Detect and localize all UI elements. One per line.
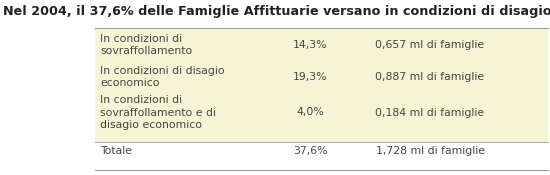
Text: 14,3%: 14,3% — [293, 40, 327, 50]
Text: In condizioni di
sovraffollamento: In condizioni di sovraffollamento — [101, 34, 192, 56]
Bar — [95, 142, 548, 170]
Text: Nel 2004, il 37,6% delle Famiglie Affittuarie versano in condizioni di disagio e: Nel 2004, il 37,6% delle Famiglie Affitt… — [3, 5, 550, 18]
Bar — [95, 28, 548, 142]
Text: 1,728 ml di famiglie: 1,728 ml di famiglie — [376, 146, 485, 156]
Text: 37,6%: 37,6% — [293, 146, 327, 156]
Text: 0,887 ml di famiglie: 0,887 ml di famiglie — [376, 72, 485, 82]
Text: 0,657 ml di famiglie: 0,657 ml di famiglie — [376, 40, 485, 50]
Text: Totale: Totale — [101, 146, 133, 156]
Text: In condizioni di disagio
economico: In condizioni di disagio economico — [101, 66, 225, 88]
Text: 19,3%: 19,3% — [293, 72, 327, 82]
Text: 4,0%: 4,0% — [296, 107, 324, 117]
Text: In condizioni di
sovraffollamento e di
disagio economico: In condizioni di sovraffollamento e di d… — [101, 95, 217, 130]
Text: 0,184 ml di famiglie: 0,184 ml di famiglie — [376, 107, 485, 117]
